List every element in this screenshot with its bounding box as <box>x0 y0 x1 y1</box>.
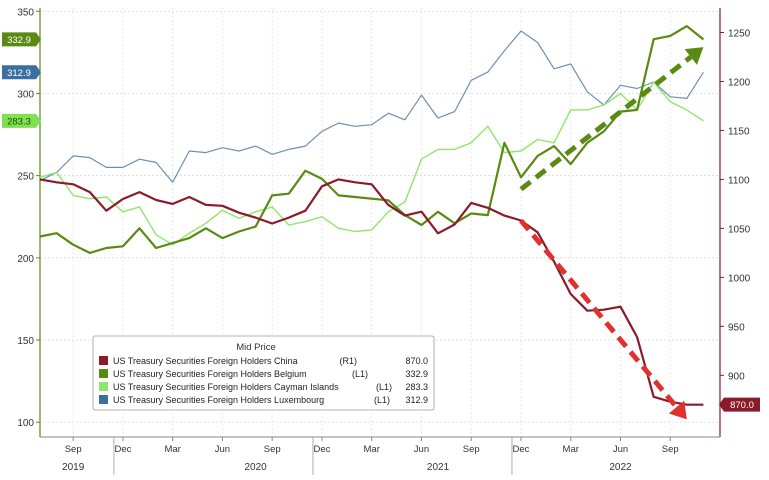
left-tick-label: 100 <box>17 418 34 429</box>
value-tag-text: 332.9 <box>7 35 31 46</box>
annotation-arrow-head <box>684 47 704 65</box>
legend-box <box>92 335 435 411</box>
value-tag-bg <box>2 32 41 47</box>
x-tick-label: Jun <box>414 444 429 455</box>
legend-entry-luxembourg: US Treasury Securities Foreign Holders L… <box>99 395 428 405</box>
annotation-arrows <box>519 47 704 420</box>
left-tick-label: 150 <box>17 336 34 347</box>
legend-last-belgium: 332.9 <box>405 369 428 379</box>
right-tick-label: 900 <box>728 371 745 382</box>
value-tag-870.0: 870.0 <box>719 397 760 412</box>
x-year-label: 2022 <box>609 462 632 473</box>
x-tick-label: Sep <box>662 444 679 455</box>
right-tick-label: 1000 <box>728 273 751 284</box>
annotation-arrow-line <box>519 55 693 192</box>
x-year-label: 2020 <box>244 462 267 473</box>
left-tick-label: 200 <box>17 254 34 265</box>
legend-label-luxembourg: US Treasury Securities Foreign Holders L… <box>113 395 324 405</box>
x-tick-label: Sep <box>65 444 82 455</box>
legend-swatch-luxembourg <box>99 395 108 404</box>
right-tick-label: 1100 <box>728 175 750 186</box>
series-line-cayman <box>39 81 704 246</box>
x-tick-label: Mar <box>164 444 180 455</box>
legend-last-china: 870.0 <box>405 356 428 366</box>
x-tick-label: Sep <box>264 444 281 455</box>
series-line-luxembourg <box>39 30 704 183</box>
series-line-belgium <box>39 25 705 254</box>
x-tick-label: Dec <box>513 444 530 455</box>
value-tag-332.9: 332.9 <box>2 32 41 47</box>
legend-label-china: US Treasury Securities Foreign Holders C… <box>113 356 298 366</box>
x-tick-label: Jun <box>215 444 230 455</box>
value-tag-bg <box>2 65 41 80</box>
left-tick-label: 250 <box>17 172 34 183</box>
legend-entry-china: US Treasury Securities Foreign Holders C… <box>99 356 428 366</box>
legend-label-cayman: US Treasury Securities Foreign Holders C… <box>113 382 339 392</box>
right-tick-label: 1050 <box>728 224 751 235</box>
legend-swatch-china <box>99 356 108 365</box>
legend-last-cayman: 283.3 <box>405 382 428 392</box>
value-tag-312.9: 312.9 <box>2 65 41 80</box>
legend-label-belgium: US Treasury Securities Foreign Holders B… <box>113 369 307 379</box>
x-tick-label: Sep <box>463 444 480 455</box>
right-tick-label: 950 <box>728 322 745 333</box>
annotation-arrow-head <box>668 400 687 420</box>
legend-axis-belgium: (L1) <box>352 369 368 379</box>
annotation-arrow-line <box>519 218 679 409</box>
x-tick-label: Mar <box>364 444 380 455</box>
legend-swatch-cayman <box>99 382 108 391</box>
legend-axis-china: (R1) <box>340 356 358 366</box>
x-year-label: 2021 <box>427 462 450 473</box>
legend-entry-cayman: US Treasury Securities Foreign Holders C… <box>99 382 428 392</box>
x-axis: Sep Dec Mar Jun Sep Dec Mar Jun Sep Dec Mar Jun Sep 2… <box>40 436 720 475</box>
right-tick-label: 1150 <box>728 126 750 137</box>
legend-last-luxembourg: 312.9 <box>405 395 428 405</box>
left-axis: 100 150 200 250 300 350 <box>17 7 41 437</box>
x-tick-label: Mar <box>563 444 579 455</box>
value-tag-text: 870.0 <box>730 400 754 411</box>
value-tag-bg <box>2 113 41 128</box>
legend: Mid Price US Treasury Securities Foreign… <box>92 335 435 411</box>
legend-entry-belgium: US Treasury Securities Foreign Holders B… <box>99 369 428 379</box>
value-tag-bg <box>719 397 760 412</box>
value-tags: 332.9 312.9 283.3 870.0 <box>2 32 760 412</box>
x-tick-label: Dec <box>114 444 131 455</box>
left-tick-label: 350 <box>17 7 34 18</box>
right-tick-label: 1200 <box>728 77 751 88</box>
left-tick-label: 300 <box>17 89 34 100</box>
value-tag-283.3: 283.3 <box>2 113 41 128</box>
x-tick-label: Jun <box>613 444 628 455</box>
x-year-label: 2019 <box>62 462 85 473</box>
right-tick-label: 1250 <box>728 28 751 39</box>
legend-swatch-belgium <box>99 369 108 378</box>
right-axis: 900 950 1000 1050 1100 1150 1200 1250 <box>719 8 751 437</box>
x-tick-label: Dec <box>313 444 330 455</box>
legend-axis-cayman: (L1) <box>376 382 392 392</box>
legend-axis-luxembourg: (L1) <box>374 395 390 405</box>
value-tag-text: 283.3 <box>7 116 31 127</box>
value-tag-text: 312.9 <box>7 68 31 79</box>
legend-title: Mid Price <box>236 342 276 353</box>
